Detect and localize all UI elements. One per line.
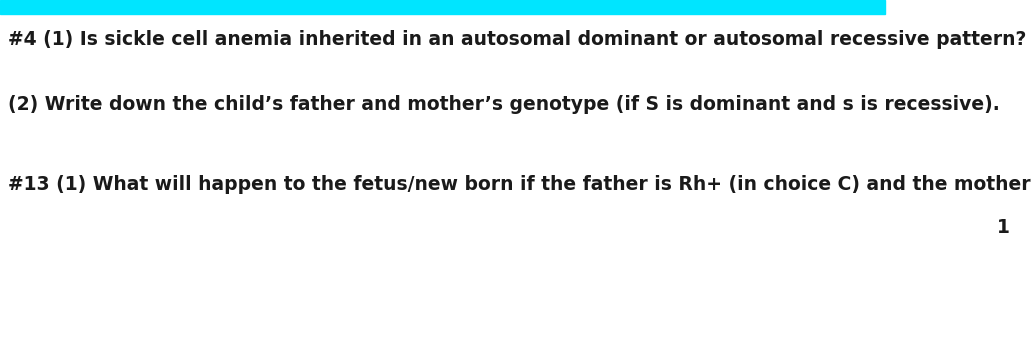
Text: 1: 1 <box>997 218 1010 237</box>
Text: (2) Write down the child’s father and mother’s genotype (if S is dominant and s : (2) Write down the child’s father and mo… <box>8 95 1000 114</box>
Bar <box>0 0 885 14</box>
Text: #13 (1) What will happen to the fetus/new born if the father is Rh+ (in choice C: #13 (1) What will happen to the fetus/ne… <box>8 175 1031 194</box>
Text: #4 (1) Is sickle cell anemia inherited in an autosomal dominant or autosomal rec: #4 (1) Is sickle cell anemia inherited i… <box>8 30 1027 49</box>
